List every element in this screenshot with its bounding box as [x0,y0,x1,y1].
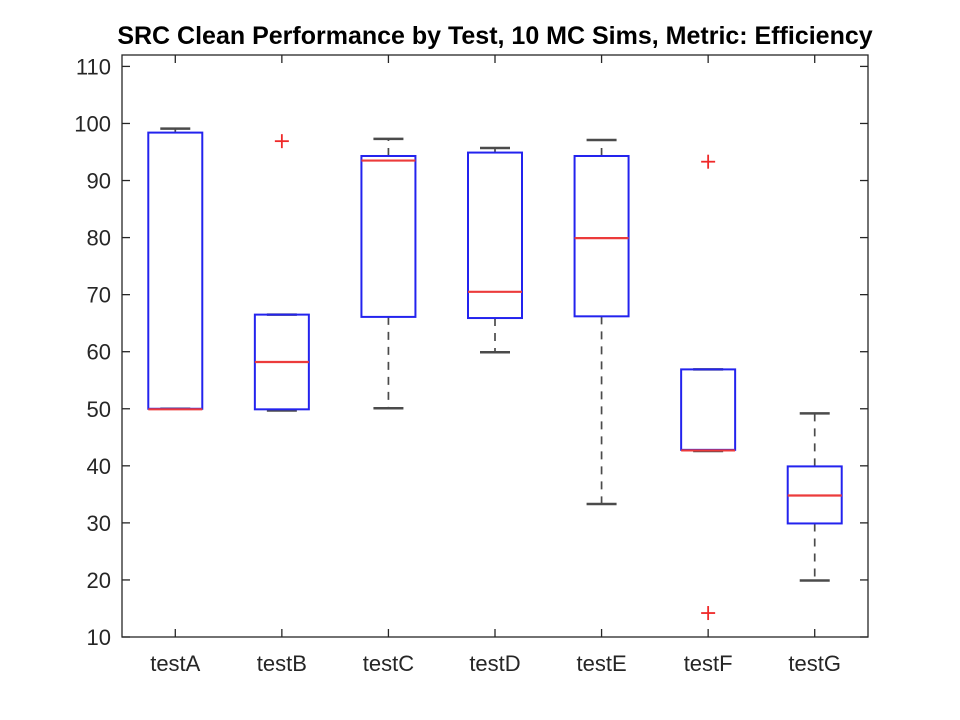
box-group-testD [467,146,523,354]
box-group-testE [573,138,630,506]
axes-frame [121,54,869,638]
iqr-box [573,154,630,318]
iqr-box [147,131,204,410]
y-tick-label: 40 [87,454,111,479]
x-tick-label: testF [684,651,733,676]
y-tick-label: 10 [87,625,111,650]
box-group-testC [360,137,417,410]
y-tick-label: 110 [76,54,111,79]
y-tick-label: 80 [87,226,111,251]
outlier-marker [274,134,289,149]
iqr-box [680,368,737,451]
iqr-box [467,151,523,320]
y-tick-label: 30 [87,511,111,536]
box-group-testB [253,134,310,412]
x-tick-label: testC [363,651,414,676]
outlier-marker [701,606,716,621]
y-tick-label: 90 [87,169,111,194]
y-tick-label: 70 [87,283,111,308]
y-tick-label: 100 [74,111,111,136]
x-tick-label: testD [469,651,520,676]
x-tick-label: testB [257,651,307,676]
y-tick-label: 50 [87,397,111,422]
x-tick-label: testA [150,651,200,676]
y-tick-label: 60 [87,340,111,365]
x-tick-label: testG [788,651,841,676]
iqr-box [360,154,417,318]
chart-title: SRC Clean Performance by Test, 10 MC Sim… [117,22,873,50]
outlier-marker [701,154,716,169]
x-tick-label: testE [577,651,627,676]
box-group-testA [147,127,204,411]
box-group-testG [786,412,843,582]
box-group-testF [680,154,737,621]
y-tick-label: 20 [87,568,111,593]
